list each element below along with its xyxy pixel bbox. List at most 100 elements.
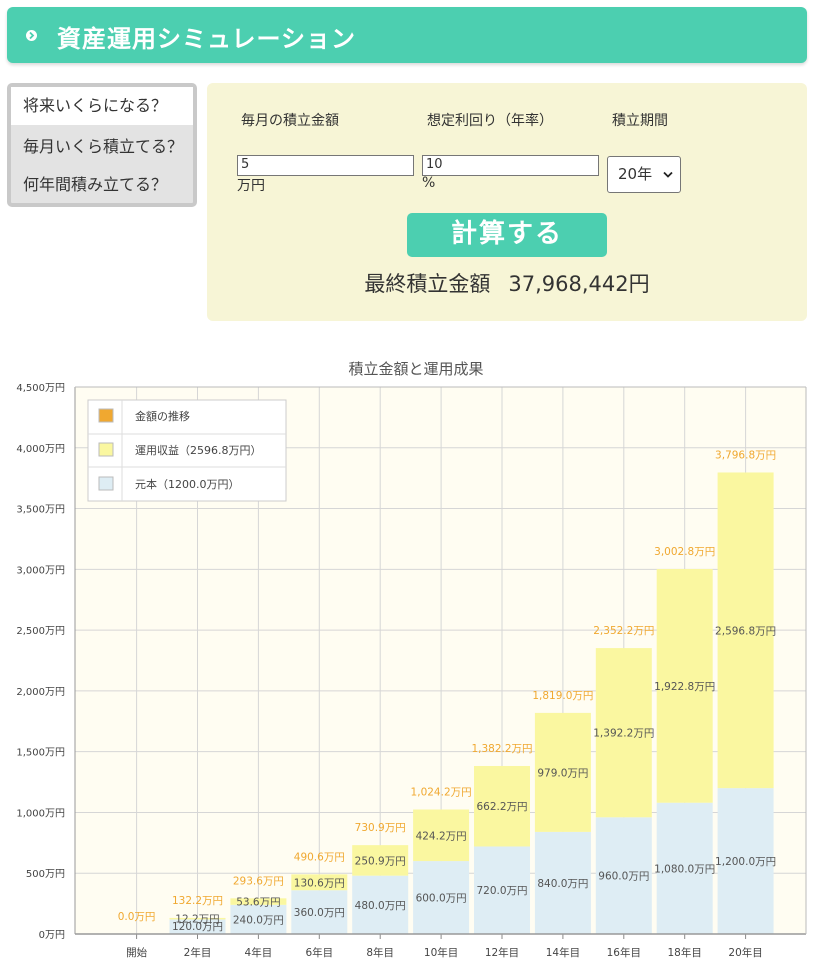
- x-tick-label: 18年目: [668, 946, 702, 959]
- bar-label-total: 293.6万円: [233, 875, 284, 887]
- chevron-down-icon: [663, 171, 673, 178]
- bar-principal: [534, 831, 591, 934]
- bar-profit: [534, 712, 591, 832]
- bar-label-total: 132.2万円: [172, 895, 223, 907]
- y-tick-label: 500万円: [26, 869, 65, 880]
- x-tick-label: 16年目: [607, 946, 641, 959]
- bar-label-total: 730.9万円: [355, 822, 406, 834]
- bar-label-profit: 12.2万円: [175, 914, 219, 926]
- bar-principal: [230, 904, 287, 934]
- bar-label-total: 1,024.2万円: [411, 787, 472, 799]
- x-tick-label: 8年目: [366, 946, 394, 959]
- bar-profit: [230, 898, 287, 905]
- legend-swatch-principal: [98, 476, 114, 491]
- bar-label-principal: 1,080.0万円: [654, 863, 715, 875]
- bar-label-principal: 840.0万円: [537, 878, 588, 890]
- bar-principal: [717, 788, 774, 934]
- x-tick-label: 4年目: [245, 946, 273, 959]
- bar-label-profit: 662.2万円: [476, 801, 527, 813]
- x-tick-label: 開始: [126, 946, 147, 959]
- y-tick-label: 0万円: [39, 930, 65, 941]
- x-tick-label: 12年目: [485, 946, 519, 959]
- bar-principal: [169, 919, 226, 934]
- result-value: 37,968,442円: [508, 272, 650, 296]
- bar-label-principal: 480.0万円: [355, 900, 406, 912]
- monthly-amount-input[interactable]: 5: [237, 155, 414, 176]
- tab-monthly-amount[interactable]: 毎月いくら積立てる？: [23, 137, 184, 156]
- legend-label-trend: 金額の推移: [135, 409, 190, 423]
- legend-swatch-profit: [98, 442, 114, 457]
- period-select[interactable]: 20年: [607, 156, 681, 193]
- bar-principal: [291, 890, 348, 934]
- bar-profit: [474, 765, 530, 847]
- page-title: 資産運用シミュレーション: [57, 25, 357, 53]
- y-tick-label: 2,500万円: [16, 626, 65, 637]
- bar-principal: [595, 817, 652, 934]
- tab-future-value[interactable]: 将来いくらになる？: [11, 87, 193, 125]
- legend-box: [87, 399, 287, 502]
- y-tick-label: 2,000万円: [16, 687, 65, 698]
- period-label: 積立期間: [612, 113, 668, 129]
- bar-label-principal: 960.0万円: [598, 871, 649, 883]
- bar-label-total: 1,819.0万円: [532, 690, 593, 702]
- x-tick-label: 20年目: [728, 946, 762, 959]
- bar-profit: [169, 917, 226, 920]
- chevron-right-icon: [26, 30, 37, 41]
- bar-principal: [413, 861, 470, 934]
- period-select-value: 20年: [618, 165, 653, 183]
- bar-label-principal: 600.0万円: [416, 893, 467, 905]
- bar-label-principal: 1,200.0万円: [715, 856, 776, 868]
- mode-tab-menu: 将来いくらになる？ 毎月いくら積立てる？ 何年間積み立てる？: [7, 83, 197, 207]
- bar-label-principal: 720.0万円: [476, 885, 527, 897]
- x-tick-label: 6年目: [305, 946, 333, 959]
- bar-profit: [595, 648, 652, 818]
- y-tick-label: 1,500万円: [16, 748, 65, 759]
- bar-label-profit: 1,922.8万円: [654, 681, 715, 693]
- rate-label: 想定利回り（年率）: [427, 113, 553, 129]
- y-tick-label: 3,500万円: [16, 505, 65, 516]
- bar-principal: [352, 875, 409, 934]
- bar-label-total: 490.6万円: [294, 851, 345, 863]
- legend-label-profit: 運用収益（2596.8万円）: [135, 443, 262, 457]
- chart-legend: 金額の推移 運用収益（2596.8万円） 元本（1200.0万円）: [87, 399, 287, 502]
- bar-label-profit: 1,392.2万円: [593, 728, 654, 740]
- bar-principal: [656, 802, 713, 934]
- bar-label-profit: 250.9万円: [355, 855, 406, 867]
- monthly-amount-unit: 万円: [237, 178, 265, 194]
- y-tick-label: 1,000万円: [16, 808, 65, 819]
- x-tick-label: 10年目: [424, 946, 458, 959]
- bar-profit: [656, 568, 713, 803]
- bar-profit: [352, 845, 409, 876]
- bar-principal: [474, 846, 530, 934]
- bar-label-profit: 2,596.8万円: [715, 625, 776, 637]
- result-label: 最終積立金額: [364, 272, 491, 296]
- chart-title: 積立金額と運用成果: [348, 360, 483, 378]
- bar-label-profit: 53.6万円: [236, 897, 280, 909]
- bar-label-total: 0.0万円: [118, 911, 156, 923]
- legend-label-principal: 元本（1200.0万円）: [135, 477, 240, 491]
- page-header: 資産運用シミュレーション: [7, 7, 807, 63]
- bar-profit: [291, 874, 348, 891]
- monthly-amount-label: 毎月の積立金額: [241, 113, 339, 129]
- y-tick-label: 4,500万円: [16, 383, 65, 394]
- bar-label-principal: 120.0万円: [172, 921, 223, 933]
- bar-label-total: 3,002.8万円: [654, 546, 715, 558]
- y-tick-label: 4,000万円: [16, 444, 65, 455]
- bar-label-profit: 130.6万円: [294, 877, 345, 889]
- bar-label-total: 3,796.8万円: [715, 449, 776, 461]
- bar-profit: [413, 809, 470, 862]
- bar-profit: [717, 472, 774, 789]
- bar-label-principal: 360.0万円: [294, 907, 345, 919]
- bar-label-total: 2,352.2万円: [593, 625, 654, 637]
- bar-label-principal: 240.0万円: [233, 914, 284, 926]
- simulation-form: 毎月の積立金額 想定利回り（年率） 積立期間 5 万円 10 % 20年 計算す…: [207, 83, 807, 321]
- calculate-button[interactable]: 計算する: [407, 213, 607, 257]
- x-tick-label: 2年目: [184, 946, 212, 959]
- rate-unit: %: [422, 175, 436, 191]
- legend-swatch-trend: [98, 408, 114, 423]
- bar-label-profit: 979.0万円: [537, 767, 588, 779]
- tab-period[interactable]: 何年間積み立てる？: [23, 175, 168, 194]
- rate-input[interactable]: 10: [422, 155, 599, 176]
- result-line: 最終積立金額 37,968,442円: [207, 268, 807, 298]
